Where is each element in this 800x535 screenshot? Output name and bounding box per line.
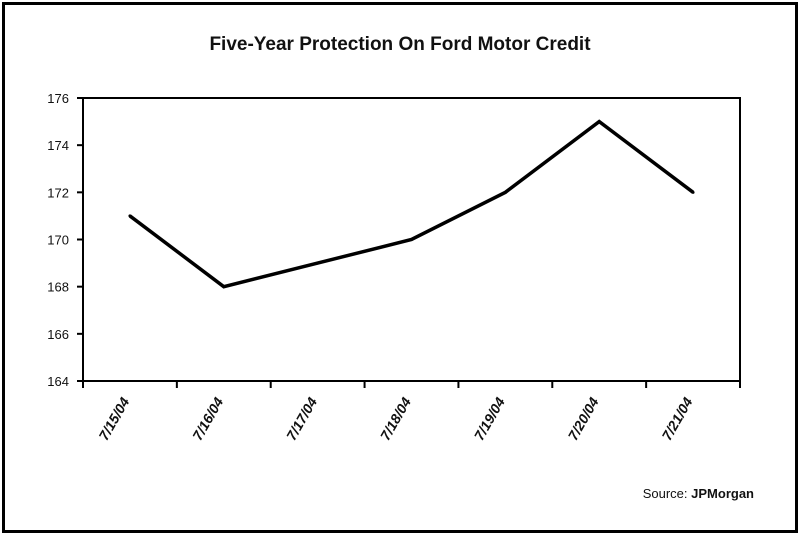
series-group [128,119,695,289]
x-tick-label: 7/16/04 [189,394,226,443]
data-point [316,261,320,265]
source-name: JPMorgan [691,486,754,501]
source-note: Source: JPMorgan [643,486,754,501]
x-axis: 7/15/04 7/16/04 7/17/04 7/18/04 7/19/04 7/20/… [82,381,741,443]
y-tick-label: 166 [47,327,69,342]
y-tick-label: 168 [47,280,69,295]
y-tick-label: 164 [47,374,69,389]
x-tick-label: 7/17/04 [283,394,320,443]
y-tick-label: 172 [47,185,69,200]
y-axis: 164 166 168 170 172 174 176 [47,91,83,389]
data-point [222,285,226,289]
y-tick-label: 174 [47,138,69,153]
chart-title: Five-Year Protection On Ford Motor Credi… [209,34,591,55]
y-tick-label: 170 [47,233,69,248]
x-tick-label: 7/18/04 [377,394,414,443]
data-point [597,120,601,124]
x-tick-label: 7/15/04 [95,394,132,443]
data-point [691,190,695,194]
series-line [128,119,695,289]
data-point [128,214,132,218]
x-tick-label: 7/19/04 [471,394,508,443]
y-tick-label: 176 [47,91,69,106]
x-tick-label: 7/21/04 [658,394,695,443]
data-point [503,190,507,194]
data-point [410,238,413,241]
x-tick-label: 7/20/04 [565,394,602,443]
source-label: Source: [642,486,688,501]
